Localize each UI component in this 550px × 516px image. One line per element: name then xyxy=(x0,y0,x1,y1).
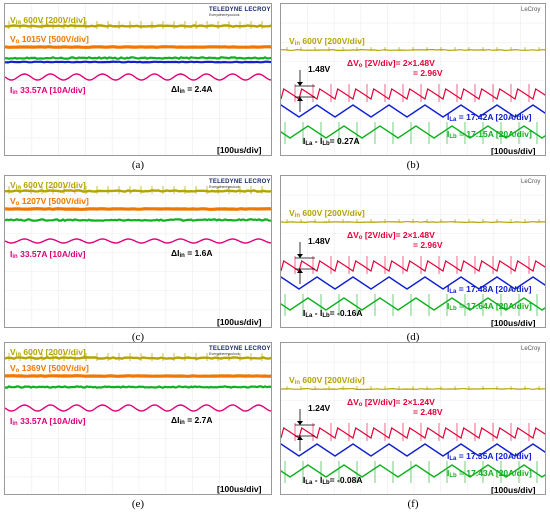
vin-trace xyxy=(5,24,271,28)
vo-ripple-trace xyxy=(281,260,545,272)
diff-label: ILa - ILb= -0.08A xyxy=(303,475,363,486)
ilb-trace xyxy=(281,125,545,139)
scope-traces xyxy=(5,343,271,494)
scope-traces xyxy=(5,4,271,155)
scope-panel-f: LeCroy Vin 600V [200V/div] 1.24V ΔVo [2V/di… xyxy=(280,342,546,495)
dvo-result-label: = 2.96V xyxy=(413,240,443,250)
ila-trace xyxy=(281,443,545,457)
marker-arrowhead-down xyxy=(297,82,303,86)
diff-label: ILa - ILb= -0.16A xyxy=(303,308,363,319)
iin-label: Iin 33.57A [10A/div] xyxy=(10,416,86,427)
ila-label: ILa = 17.42A [20A/div] xyxy=(447,112,532,123)
green-trace xyxy=(5,218,271,222)
delta-iin-label: ΔIin = 2.4A xyxy=(171,84,213,95)
timebase-label: [100us/div] xyxy=(491,485,536,495)
marker-arrowhead-up xyxy=(297,269,303,273)
delta-iin-label: ΔIin = 1.6A xyxy=(171,248,213,259)
vo-trace xyxy=(5,374,271,378)
dvo-label: ΔVo [2V/div]= 2×1.24V xyxy=(347,397,435,408)
scope-traces xyxy=(281,4,545,155)
iin-label: Iin 33.57A [10A/div] xyxy=(10,249,86,260)
panel-caption: (e) xyxy=(131,498,145,510)
timebase-label: [100us/div] xyxy=(217,484,262,494)
vin-label: Vin 600V [200V/div] xyxy=(10,347,86,358)
marker-arrowhead-up xyxy=(297,97,303,101)
iin-trace xyxy=(5,73,271,81)
teledyne-lecroy-logo: TELEDYNE LECROY Everywhereyoulook xyxy=(209,179,271,189)
ila-trace xyxy=(281,104,545,118)
scope-panel-a: TELEDYNE LECROY Everywhereyoulook Vin 600V… xyxy=(4,3,272,156)
timebase-label: [100us/div] xyxy=(217,317,262,327)
ila-label: ILa = 17.35A [20A/div] xyxy=(447,451,532,462)
timebase-label: [100us/div] xyxy=(491,318,536,328)
vo-label: Vo 1015V [500V/div] xyxy=(10,34,89,45)
marker-arrowhead-down xyxy=(297,254,303,258)
ilb-trace xyxy=(281,464,545,478)
dvo-result-label: = 2.96V xyxy=(413,68,443,78)
marker-arrowhead-up xyxy=(297,436,303,440)
vo-label: Vo 1207V [500V/div] xyxy=(10,196,89,207)
vo-ripple-trace xyxy=(281,427,545,439)
ilb-label: ILb = 17.15A [20A/div] xyxy=(447,129,532,140)
marker-label: 1.48V xyxy=(308,64,331,74)
vin-label: Vin 600V [200V/div] xyxy=(289,375,365,386)
marker-arrowhead-down xyxy=(297,421,303,425)
scope-panel-e: TELEDYNE LECROY Everywhereyoulook Vin 600V… xyxy=(4,342,272,495)
marker-label: 1.24V xyxy=(308,403,331,413)
scope-panel-d: LeCroy Vin 600V [200V/div] 1.48V ΔVo [2V/di… xyxy=(280,175,546,328)
vo-ripple-trace xyxy=(281,88,545,100)
vin-label: Vin 600V [200V/div] xyxy=(289,36,365,47)
timebase-label: [100us/div] xyxy=(491,146,536,156)
ila-label: ILa = 17.48A [20A/div] xyxy=(447,284,532,295)
panel-caption: (f) xyxy=(407,498,419,510)
green-trace xyxy=(5,385,271,389)
iin-trace xyxy=(5,238,271,244)
ilb-label: ILb = 17.64A [20A/div] xyxy=(447,301,532,312)
timebase-label: [100us/div] xyxy=(217,145,262,155)
vo-trace xyxy=(5,45,271,49)
teledyne-lecroy-logo: TELEDYNE LECROY Everywhereyoulook xyxy=(209,7,271,17)
green-trace xyxy=(5,56,271,60)
marker-label: 1.48V xyxy=(308,236,331,246)
panel-caption: (a) xyxy=(131,159,145,171)
delta-iin-label: ΔIin = 2.7A xyxy=(171,415,213,426)
lecroy-brand: LeCroy xyxy=(521,179,541,185)
teledyne-lecroy-logo: TELEDYNE LECROY Everywhereyoulook xyxy=(209,346,271,356)
panel-caption: (b) xyxy=(406,159,420,171)
vin-label: Vin 600V [200V/div] xyxy=(10,15,86,26)
blue-trace xyxy=(5,60,271,64)
vin-label: Vin 600V [200V/div] xyxy=(289,208,365,219)
iin-label: Iin 33.57A [10A/div] xyxy=(10,85,86,96)
scope-panel-c: TELEDYNE LECROY Everywhereyoulook Vin 600V… xyxy=(4,175,272,328)
iin-trace xyxy=(5,404,271,412)
scope-traces xyxy=(281,176,545,327)
scope-panel-b: LeCroy Vin 600V [200V/div] 1.48V ΔVo [2V/di… xyxy=(280,3,546,156)
vo-trace xyxy=(5,207,271,211)
dvo-result-label: = 2.48V xyxy=(413,407,443,417)
panel-caption: (c) xyxy=(131,331,145,343)
ila-trace xyxy=(281,276,545,290)
scope-traces xyxy=(281,343,545,494)
ilb-trace xyxy=(281,297,545,311)
vin-trace xyxy=(5,189,271,193)
vin-label: Vin 600V [200V/div] xyxy=(10,180,86,191)
dvo-label: ΔVo [2V/div]= 2×1.48V xyxy=(347,58,435,69)
lecroy-brand: LeCroy xyxy=(521,7,541,13)
vin-trace xyxy=(5,356,271,360)
diff-label: ILa - ILb= 0.27A xyxy=(303,136,360,147)
vo-label: Vo 1369V [500V/div] xyxy=(10,363,89,374)
ilb-label: ILb = 17.43A [20A/div] xyxy=(447,468,532,479)
dvo-label: ΔVo [2V/div]= 2×1.48V xyxy=(347,230,435,241)
panel-caption: (d) xyxy=(406,331,420,343)
lecroy-brand: LeCroy xyxy=(521,346,541,352)
scope-traces xyxy=(5,176,271,327)
